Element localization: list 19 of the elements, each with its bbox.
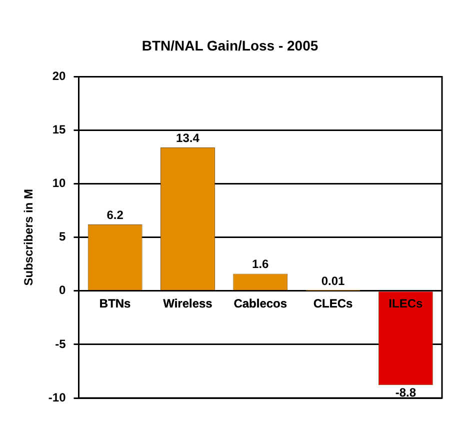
y-tick-label: -5 <box>55 336 66 351</box>
data-label: 13.4 <box>176 130 200 145</box>
x-tick-label: ILECs <box>388 296 423 310</box>
y-tick-label: 5 <box>59 230 66 244</box>
x-tick-label: Wireless <box>163 296 213 310</box>
y-axis-title: Subscribers in M <box>22 189 36 286</box>
y-tick-label: 0 <box>59 283 66 298</box>
data-label: 0.01 <box>321 274 346 288</box>
data-label: -8.8 <box>395 385 416 400</box>
y-tick-label: 20 <box>52 69 66 84</box>
y-tick-label: -10 <box>48 390 66 404</box>
data-label: 1.6 <box>252 257 270 272</box>
data-label: 6.2 <box>106 208 124 222</box>
y-tick-label: 15 <box>52 122 66 137</box>
y-tick-label: 10 <box>52 176 66 190</box>
chart-title: BTN/NAL Gain/Loss - 2005 <box>142 37 318 54</box>
x-tick-label: CLECs <box>313 296 354 310</box>
x-tick-label: Cablecos <box>234 296 288 310</box>
x-tick-label: BTNs <box>99 296 132 310</box>
